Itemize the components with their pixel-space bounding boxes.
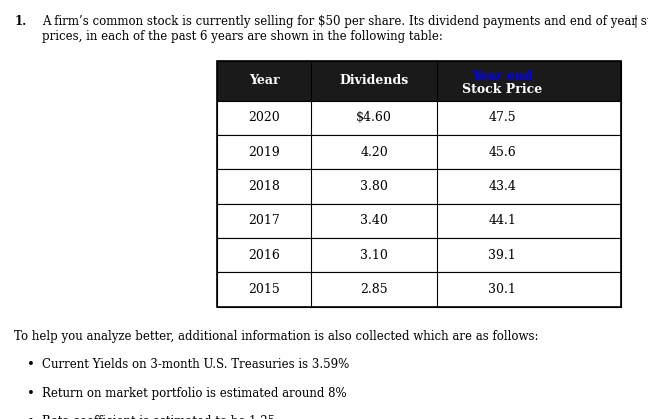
Text: |: | [634, 15, 638, 28]
Text: A firm’s common stock is currently selling for $50 per share. Its dividend payme: A firm’s common stock is currently selli… [42, 15, 648, 28]
Text: 2.85: 2.85 [360, 283, 388, 296]
Text: $4.60: $4.60 [356, 111, 392, 124]
Text: 1.: 1. [14, 15, 27, 28]
Text: 2020: 2020 [248, 111, 280, 124]
Text: Beta coefficient is estimated to be 1.25: Beta coefficient is estimated to be 1.25 [42, 415, 275, 419]
Text: Dividends: Dividends [340, 74, 409, 87]
Text: Stock Price: Stock Price [462, 83, 542, 96]
Text: Current Yields on 3-month U.S. Treasuries is 3.59%: Current Yields on 3-month U.S. Treasurie… [42, 358, 349, 371]
Text: 3.40: 3.40 [360, 214, 388, 228]
Text: 3.80: 3.80 [360, 180, 388, 193]
Text: 2016: 2016 [248, 248, 280, 262]
Text: •: • [27, 358, 35, 371]
Text: 2015: 2015 [248, 283, 280, 296]
Text: 44.1: 44.1 [488, 214, 516, 228]
Text: •: • [27, 387, 35, 400]
Text: 2018: 2018 [248, 180, 280, 193]
Text: 43.4: 43.4 [488, 180, 516, 193]
Text: 4.20: 4.20 [360, 145, 388, 159]
Text: 3.10: 3.10 [360, 248, 388, 262]
Text: Year end: Year end [472, 70, 533, 83]
Text: 47.5: 47.5 [489, 111, 516, 124]
Text: 39.1: 39.1 [489, 248, 516, 262]
Text: 2019: 2019 [248, 145, 280, 159]
Text: Return on market portfolio is estimated around 8%: Return on market portfolio is estimated … [42, 387, 347, 400]
Text: 2017: 2017 [248, 214, 280, 228]
Text: To help you analyze better, additional information is also collected which are a: To help you analyze better, additional i… [14, 330, 538, 343]
Text: 30.1: 30.1 [488, 283, 516, 296]
Text: prices, in each of the past 6 years are shown in the following table:: prices, in each of the past 6 years are … [42, 30, 443, 43]
Text: 45.6: 45.6 [489, 145, 516, 159]
Text: •: • [27, 415, 35, 419]
Text: Year: Year [249, 74, 279, 87]
